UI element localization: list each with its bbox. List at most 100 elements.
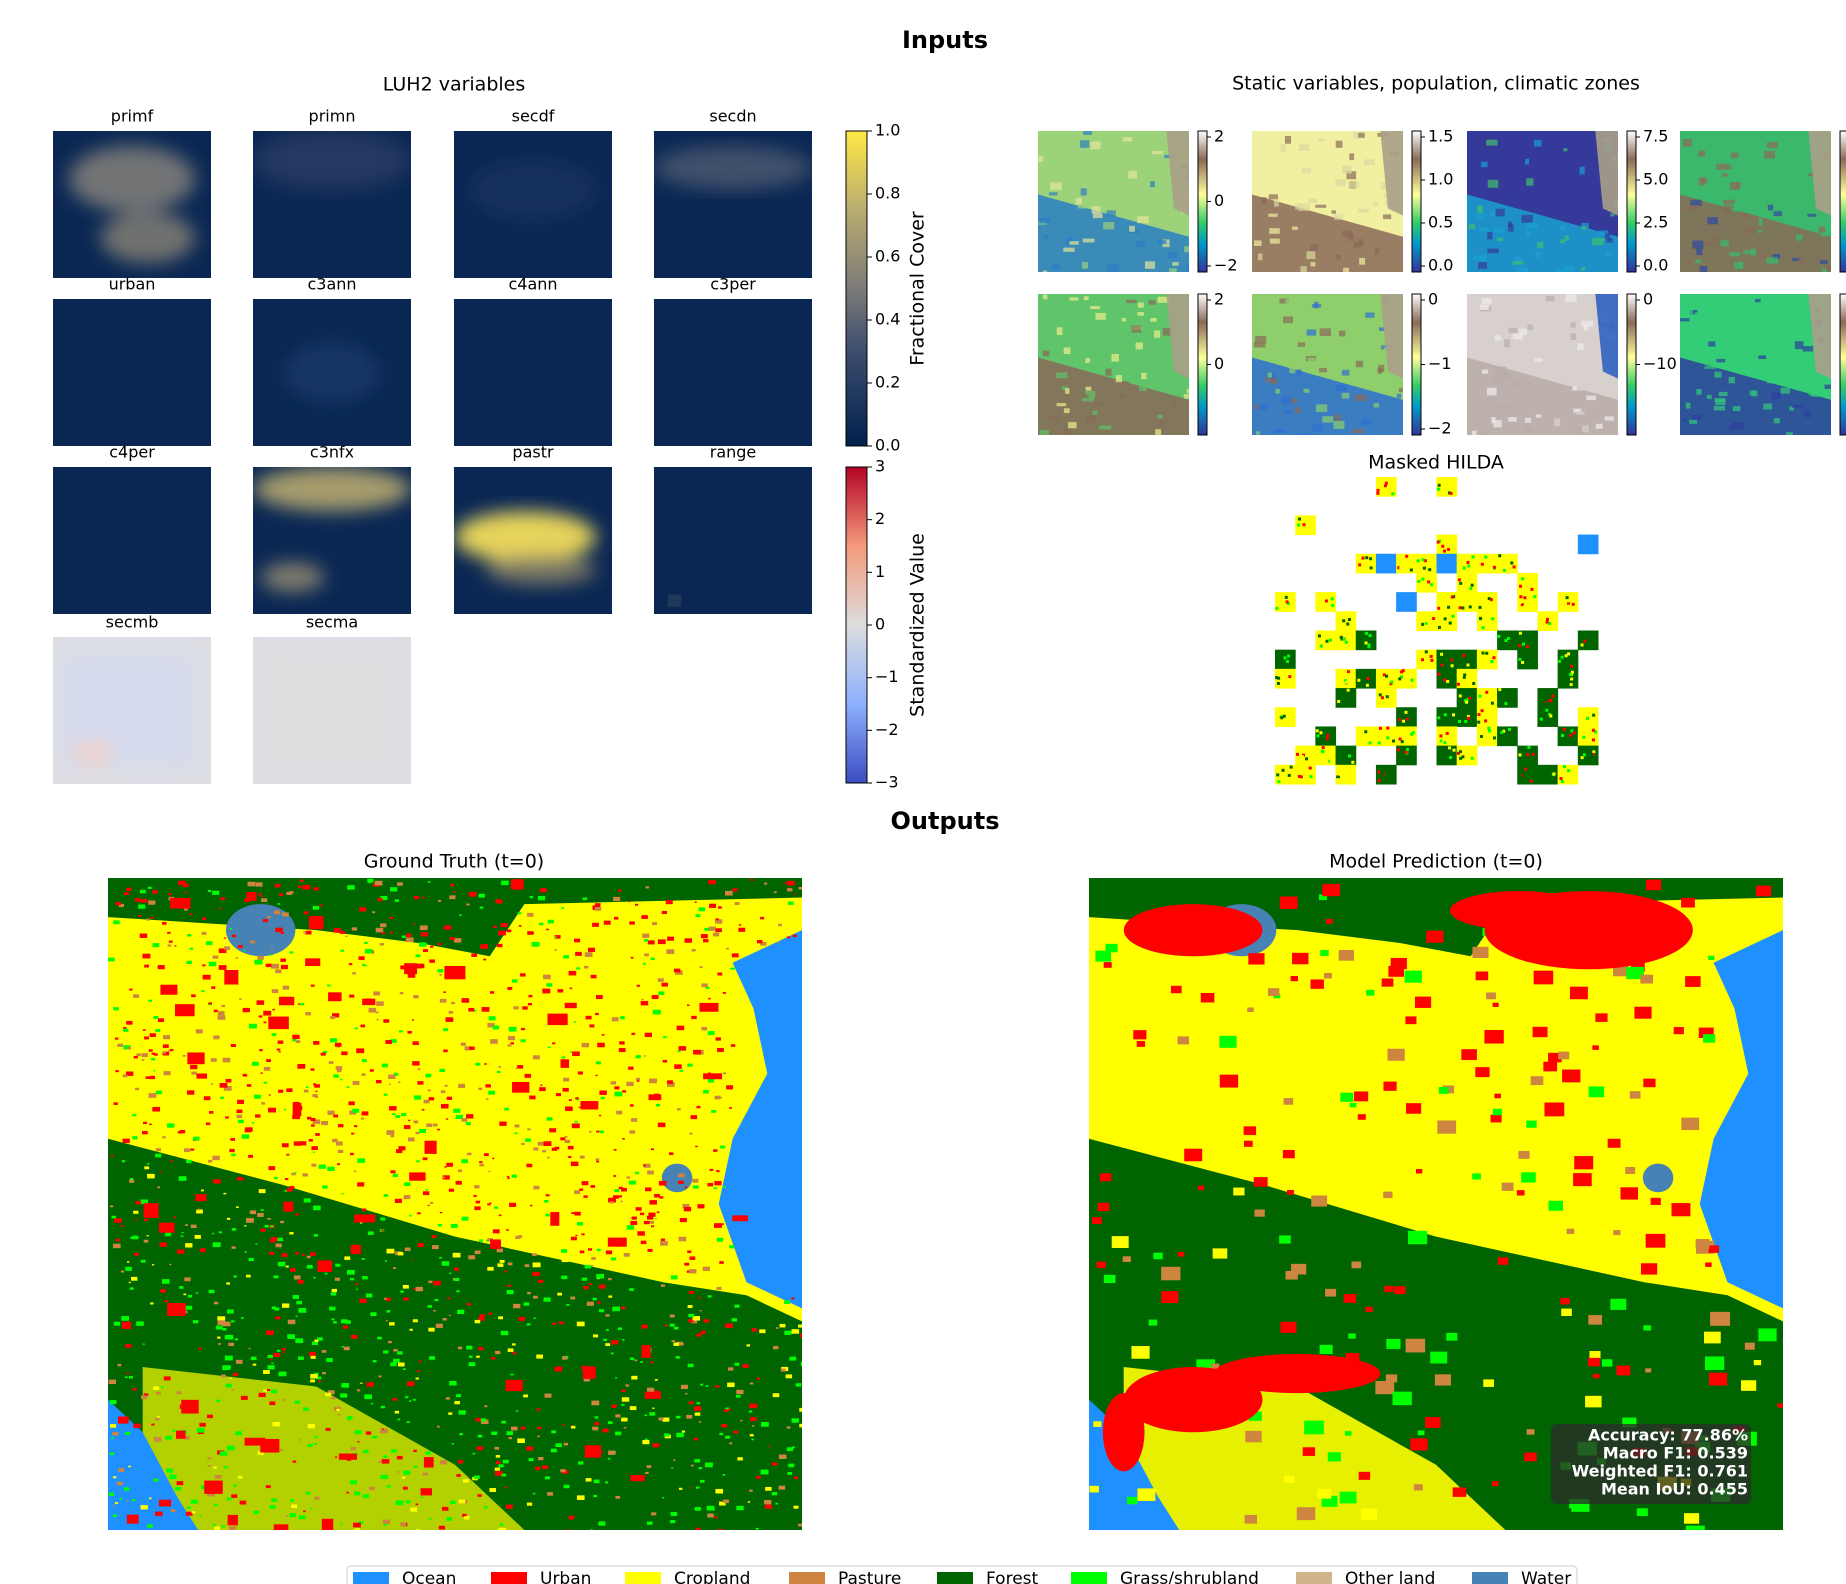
land-cover-patch xyxy=(157,1186,161,1189)
hilda-cell xyxy=(1577,726,1599,747)
land-cover-patch xyxy=(729,1245,735,1249)
land-cover-patch xyxy=(475,1200,481,1204)
land-cover-patch xyxy=(170,1509,176,1513)
land-cover-patch xyxy=(570,1296,576,1300)
land-cover-patch xyxy=(125,1071,134,1076)
land-cover-patch xyxy=(356,1048,365,1054)
land-cover-patch xyxy=(211,986,216,989)
speck xyxy=(1347,233,1354,241)
land-cover-patch xyxy=(314,1084,320,1088)
land-cover-patch xyxy=(613,1175,617,1177)
land-cover-patch xyxy=(590,1265,594,1267)
land-cover-patch xyxy=(801,1392,802,1397)
hilda-speck xyxy=(1447,605,1451,609)
land-cover-patch xyxy=(1244,1514,1258,1524)
land-cover-patch xyxy=(147,1524,153,1528)
land-cover-patch xyxy=(330,1038,338,1043)
speck xyxy=(1283,316,1293,324)
land-cover-patch xyxy=(449,936,455,941)
land-cover-patch xyxy=(492,1157,495,1160)
lagoon xyxy=(1642,1163,1674,1193)
land-cover-patch xyxy=(725,1407,730,1410)
land-cover-patch xyxy=(120,1270,125,1273)
speck xyxy=(1758,355,1767,360)
luh2-title: LUH2 variables xyxy=(383,74,526,96)
land-cover-patch xyxy=(110,1437,114,1439)
land-cover-patch xyxy=(585,1478,592,1482)
hilda-speck xyxy=(1458,750,1462,754)
hilda-speck xyxy=(1404,750,1408,754)
land-cover-patch xyxy=(232,934,237,938)
hilda-speck xyxy=(1400,740,1404,744)
land-cover-patch xyxy=(244,1251,247,1253)
land-cover-patch xyxy=(527,1128,531,1131)
hilda-speck xyxy=(1539,717,1543,721)
hilda-speck xyxy=(1487,597,1491,601)
land-cover-patch xyxy=(237,945,243,948)
land-cover-patch xyxy=(251,1122,255,1124)
land-cover-patch xyxy=(344,1256,351,1260)
speck xyxy=(1480,188,1488,195)
land-cover-patch xyxy=(1200,992,1215,1003)
land-cover-patch xyxy=(545,1213,550,1217)
land-cover-patch xyxy=(517,1438,525,1444)
hilda-speck xyxy=(1358,563,1362,567)
hilda-speck xyxy=(1397,748,1401,752)
land-cover-patch xyxy=(1472,946,1489,959)
land-cover-patch xyxy=(1613,965,1629,977)
land-cover-patch xyxy=(778,1485,786,1490)
land-cover-patch xyxy=(799,1407,802,1412)
hilda-cell xyxy=(1335,611,1357,631)
land-cover-patch xyxy=(780,1368,786,1372)
speck xyxy=(1082,238,1095,243)
hilda-speck xyxy=(1562,727,1566,731)
land-cover-patch xyxy=(257,955,264,960)
land-cover-patch xyxy=(635,1055,641,1059)
panel-label: c4per xyxy=(109,443,155,462)
land-cover-patch xyxy=(603,920,611,925)
land-cover-patch xyxy=(621,1417,628,1422)
hilda-speck xyxy=(1401,669,1405,673)
urban-cluster xyxy=(244,1437,266,1446)
land-cover-patch xyxy=(688,1313,694,1318)
land-cover-patch xyxy=(200,1189,204,1192)
blob xyxy=(263,657,391,764)
land-cover-patch xyxy=(131,1276,138,1281)
land-cover-patch xyxy=(465,1122,471,1126)
land-cover-patch xyxy=(508,1437,513,1440)
land-cover-patch xyxy=(178,1176,187,1181)
land-cover-patch xyxy=(570,1051,573,1053)
land-cover-patch xyxy=(504,1270,508,1273)
speck xyxy=(1279,298,1290,304)
land-cover-patch xyxy=(793,893,796,895)
land-cover-patch xyxy=(217,1316,226,1321)
land-cover-patch xyxy=(315,1090,318,1093)
land-cover-patch xyxy=(190,1224,197,1229)
speck xyxy=(1301,168,1312,174)
hilda-speck xyxy=(1348,754,1352,758)
urban-cluster xyxy=(338,1453,358,1460)
hilda-speck xyxy=(1289,765,1293,769)
hilda-speck xyxy=(1282,714,1286,718)
land-cover-patch xyxy=(122,1074,128,1078)
legend-label: Water xyxy=(1521,1569,1571,1584)
land-cover-patch xyxy=(290,1499,295,1502)
land-cover-patch xyxy=(403,1297,409,1301)
land-cover-patch xyxy=(440,1228,447,1233)
land-cover-patch xyxy=(526,1323,531,1326)
land-cover-patch xyxy=(370,1312,377,1317)
land-cover-patch xyxy=(389,931,393,934)
hilda-speck xyxy=(1521,577,1525,581)
hilda-speck xyxy=(1583,639,1587,643)
land-cover-patch xyxy=(506,1431,513,1436)
land-cover-patch xyxy=(293,1275,301,1280)
land-cover-patch xyxy=(582,897,588,901)
hilda-speck xyxy=(1457,751,1461,755)
colorbar-tick-label: 0 xyxy=(1428,290,1438,309)
land-cover-patch xyxy=(1325,919,1333,924)
speck xyxy=(1081,262,1089,269)
land-cover-patch xyxy=(356,1389,361,1392)
speck xyxy=(1295,203,1302,210)
hilda-speck xyxy=(1520,603,1524,607)
land-cover-patch xyxy=(162,1051,170,1056)
